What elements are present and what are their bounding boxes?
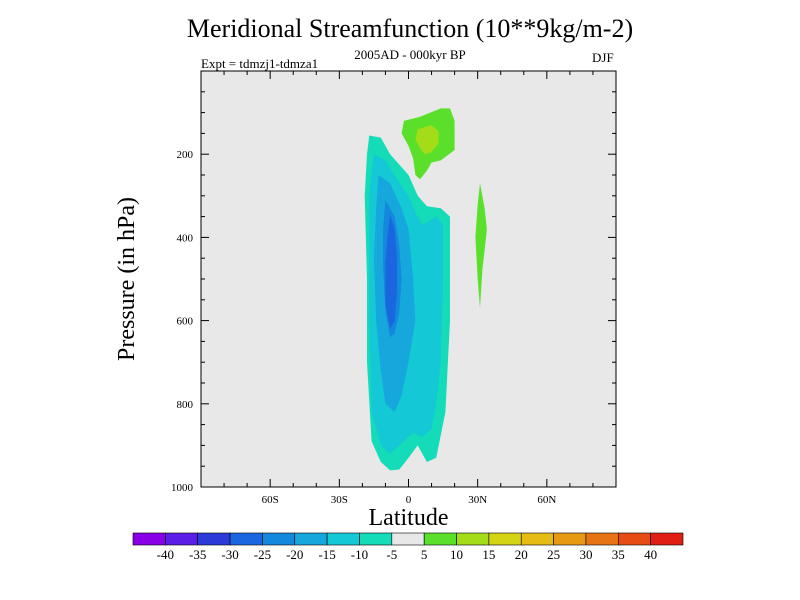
y-tick-label: 600: [177, 316, 194, 328]
contour-pos-5-nh: [475, 183, 487, 309]
colorbar-swatch: [132, 532, 166, 546]
colorbar-swatch: [294, 532, 328, 546]
colorbar-label: -40: [157, 547, 174, 562]
season-label: DJF: [592, 50, 614, 65]
colorbar-label: -35: [189, 547, 206, 562]
chart-title: Meridional Streamfunction (10**9kg/m-2): [186, 14, 634, 43]
colorbar-swatch: [650, 532, 684, 546]
colorbar-label: 10: [450, 547, 463, 562]
x-tick-label: 60N: [537, 494, 556, 506]
colorbar-swatch: [391, 532, 425, 546]
contour-pos-10-upper: [415, 125, 439, 155]
colorbar-label: -5: [386, 547, 397, 562]
colorbar-swatch: [456, 532, 490, 546]
y-axis-label: Pressure (in hPa): [114, 197, 140, 361]
colorbar-label: 25: [547, 547, 560, 562]
chart-subtitle: 2005AD - 000kyr BP: [354, 47, 466, 62]
contour-neg-30: [385, 214, 397, 329]
colorbar-swatch: [423, 532, 457, 546]
colorbar-label: 20: [515, 547, 528, 562]
colorbar-swatch: [488, 532, 522, 546]
colorbar-label: 5: [421, 547, 428, 562]
y-tick-label: 400: [177, 232, 194, 244]
colorbar-swatch: [585, 532, 619, 546]
x-axis-label: Latitude: [369, 505, 449, 531]
colorbar-label: -25: [254, 547, 271, 562]
colorbar-swatch: [553, 532, 587, 546]
x-tick-label: 30N: [468, 494, 487, 506]
colorbar-label: -15: [318, 547, 335, 562]
colorbar-label: 30: [579, 547, 592, 562]
y-tick-label: 1000: [171, 482, 194, 494]
contour-regions: [364, 108, 487, 471]
axis-ticks: 60S 30S 0 30N 60N 200 400 600 800 1000: [171, 71, 616, 506]
colorbar-swatch: [229, 532, 263, 546]
colorbar-label: -30: [221, 547, 238, 562]
colorbar-label: 40: [644, 547, 657, 562]
x-tick-label: 60S: [262, 494, 279, 506]
colorbar-swatch: [165, 532, 199, 546]
x-tick-label: 0: [406, 494, 412, 506]
colorbar-swatch: [520, 532, 554, 546]
colorbar-swatch: [197, 532, 231, 546]
y-tick-label: 800: [177, 399, 194, 411]
experiment-label: Expt = tdmzj1-tdmza1: [201, 56, 319, 71]
colorbar-swatch: [326, 532, 360, 546]
colorbar-label: 35: [612, 547, 625, 562]
colorbar-swatch: [617, 532, 651, 546]
colorbar-swatch: [359, 532, 393, 546]
colorbar-label: -10: [351, 547, 368, 562]
colorbar-label: 15: [482, 547, 495, 562]
colorbar: -40 -35 -30 -25 -20 -15 -10 -5 5 10 15 20 25 30 35 40: [132, 532, 684, 562]
x-tick-label: 30S: [331, 494, 348, 506]
colorbar-swatch: [262, 532, 296, 546]
y-tick-label: 200: [177, 149, 194, 161]
colorbar-label: -20: [286, 547, 303, 562]
